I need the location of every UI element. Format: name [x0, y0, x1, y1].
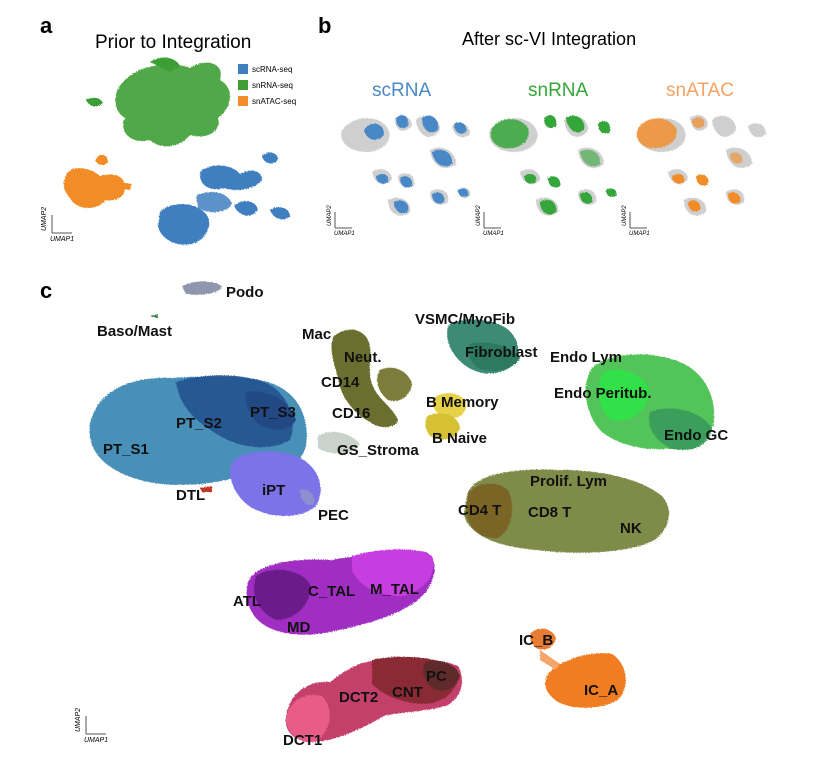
panel-a-title: Prior to Integration: [95, 32, 251, 53]
legend-label-snrna: snRNA-seq: [252, 81, 293, 90]
cluster-label-cd14: CD14: [321, 374, 360, 391]
cluster-label-pt-s3: PT_S3: [250, 404, 296, 421]
legend-swatch-scrna: [238, 64, 248, 74]
panel-c-axis-x: UMAP1: [84, 737, 108, 744]
panel-c-labels: Podo Baso/Mast Mac Neut. CD14 CD16 VSMC/…: [97, 284, 728, 749]
panel-c-axes: UMAP2 UMAP1: [75, 708, 108, 744]
panel-c: c: [40, 278, 728, 749]
cluster-shape-neut: [377, 367, 412, 402]
cluster-shape-b-memory: [432, 393, 467, 419]
cluster-label-fibroblast: Fibroblast: [465, 344, 538, 361]
cluster-label-ic-a: IC_A: [584, 682, 618, 699]
legend-label-snatac: snATAC-seq: [252, 97, 296, 106]
cluster-shape-fibroblast: [468, 342, 520, 371]
cluster-label-pt-s1: PT_S1: [103, 441, 149, 458]
panel-a-axis-x: UMAP1: [50, 236, 74, 243]
cluster-label-endo-gc: Endo GC: [664, 427, 728, 444]
cluster-label-cnt: CNT: [392, 684, 423, 701]
cluster-shape-baso: [150, 314, 158, 318]
cluster-shape-endo-lym: [598, 369, 650, 421]
cluster-label-b-memory: B Memory: [426, 394, 499, 411]
cluster-shape-cd4-t: [466, 483, 513, 539]
subplot-scrna-axis-y: UMAP2: [327, 205, 333, 226]
subplot-label-scrna: scRNA: [372, 80, 431, 101]
cluster-shape-pc: [423, 660, 460, 691]
cluster-shape-atl: [254, 569, 311, 620]
panel-a-letter: a: [40, 13, 53, 38]
cluster-label-pec: PEC: [318, 507, 349, 524]
cluster-label-baso-mast: Baso/Mast: [97, 323, 172, 340]
cluster-shape-pt-s3: [245, 391, 296, 430]
panel-a-cluster-blue: [158, 152, 290, 245]
cluster-shape-mac: [331, 329, 398, 428]
cluster-label-endo-lym: Endo Lym: [550, 349, 622, 366]
cluster-shape-endo-gc: [648, 408, 712, 450]
panel-a-legend: scRNA-seq snRNA-seq snATAC-seq: [238, 64, 296, 106]
cluster-label-cd4-t: CD4 T: [458, 502, 501, 519]
cluster-label-podo: Podo: [226, 284, 264, 301]
cluster-shape-dct1: [286, 694, 330, 743]
panel-a-axis-y: UMAP2: [41, 207, 48, 231]
panel-c-axis-y: UMAP2: [75, 708, 82, 732]
panel-a-cluster-orange: [63, 154, 132, 209]
legend-swatch-snrna: [238, 80, 248, 90]
cluster-shape-cd8-t: [464, 469, 669, 553]
legend-swatch-snatac: [238, 96, 248, 106]
cluster-label-gs-stroma: GS_Stroma: [337, 442, 419, 459]
panel-a-axes: UMAP2 UMAP1: [41, 207, 74, 243]
cluster-label-ipt: iPT: [262, 482, 285, 499]
legend-label-scrna: scRNA-seq: [252, 65, 292, 74]
cluster-label-md: MD: [287, 619, 310, 636]
cluster-label-endo-peritub: Endo Peritub.: [554, 385, 652, 402]
cluster-shape-ic-b: [529, 628, 556, 650]
cluster-label-dtl: DTL: [176, 487, 205, 504]
subplot-snatac-axis-y: UMAP2: [622, 205, 628, 226]
subplot-label-snrna: snRNA: [528, 80, 589, 101]
panel-b-subplot-scrna: scRNA: [327, 80, 471, 237]
panel-a-cluster-green: [86, 57, 230, 147]
cluster-shape-ipt: [230, 451, 321, 516]
subplot-snrna-axis-y: UMAP2: [476, 205, 482, 226]
cluster-label-pc: PC: [426, 668, 447, 685]
cluster-label-vsmc-myofib: VSMC/MyoFib: [415, 311, 515, 328]
panel-c-letter: c: [40, 278, 52, 303]
subplot-snatac-axis-x: UMAP1: [629, 231, 650, 237]
cluster-shape-b-naive: [425, 413, 460, 440]
cluster-label-dct2: DCT2: [339, 689, 378, 706]
cluster-label-prolif-lym: Prolif. Lym: [530, 473, 607, 490]
panel-b-subplot-snrna: snRNA UMAP2 UMAP: [476, 80, 617, 237]
cluster-label-atl: ATL: [233, 593, 261, 610]
cluster-label-neut: Neut.: [344, 349, 382, 366]
subplot-snrna-axis-x: UMAP1: [483, 231, 504, 237]
cluster-label-nk: NK: [620, 520, 642, 537]
panel-b-title: After sc-VI Integration: [462, 29, 636, 49]
cluster-shape-dtl: [200, 486, 212, 492]
cluster-label-cd8-t: CD8 T: [528, 504, 571, 521]
panel-b-letter: b: [318, 13, 331, 38]
panel-b-subplot-snatac: snATAC UMAP2 UMAP1: [622, 80, 766, 237]
cluster-label-m-tal: M_TAL: [370, 581, 419, 598]
cluster-label-c-tal: C_TAL: [308, 583, 355, 600]
cluster-label-cd16: CD16: [332, 405, 370, 422]
panel-c-clusters: [89, 281, 715, 743]
panel-a: a Prior to Integration scRNA-seq: [40, 13, 296, 245]
subplot-scrna-axis-x: UMAP1: [334, 231, 355, 237]
cluster-shape-podo: [182, 281, 222, 295]
cluster-label-mac: Mac: [302, 326, 331, 343]
subplot-label-snatac: snATAC: [666, 80, 734, 101]
panel-b: b After sc-VI Integration scRNA: [318, 13, 766, 237]
cluster-label-ic-b: IC_B: [519, 632, 553, 649]
cluster-label-dct1: DCT1: [283, 732, 322, 749]
cluster-label-b-naive: B Naive: [432, 430, 487, 447]
cluster-label-pt-s2: PT_S2: [176, 415, 222, 432]
cluster-shape-ic-a: [545, 653, 626, 708]
cluster-shape-m-tal: [352, 549, 434, 597]
